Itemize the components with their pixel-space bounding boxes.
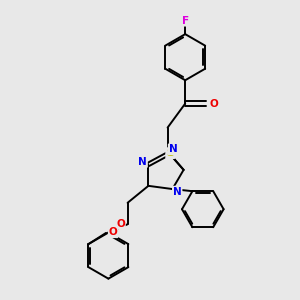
Text: N: N (173, 187, 182, 196)
Text: S: S (166, 148, 174, 158)
Text: F: F (182, 16, 189, 26)
Text: O: O (109, 227, 118, 237)
Text: O: O (116, 219, 125, 229)
Text: N: N (169, 144, 177, 154)
Text: N: N (138, 157, 147, 167)
Text: O: O (210, 99, 218, 109)
